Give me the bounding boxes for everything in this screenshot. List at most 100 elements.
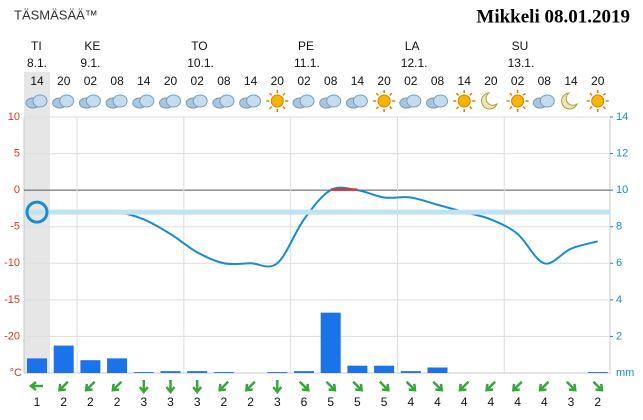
weather-icon: [453, 90, 476, 112]
cloud: [192, 94, 208, 108]
y-tick-label: -10: [4, 257, 20, 269]
wind-arrow: [538, 380, 550, 392]
arrow: [325, 380, 337, 392]
precip-bar: [133, 372, 154, 373]
wind-speed: 2: [87, 395, 94, 409]
day-date: 11.1.: [294, 56, 320, 70]
sun-ray: [375, 106, 379, 110]
wind-speed: 4: [407, 395, 414, 409]
y-tick-label: -5: [10, 221, 20, 233]
precip-bar: [347, 365, 368, 373]
sun-ray: [602, 106, 607, 110]
weather-icon: [105, 94, 128, 109]
precip-bar: [187, 371, 208, 373]
sun-ray: [389, 92, 393, 96]
weather-icon: [532, 94, 555, 109]
y-tick-label: -20: [4, 330, 20, 342]
hour-label: 20: [484, 74, 498, 88]
cloud: [219, 94, 235, 108]
precip-bar: [294, 371, 314, 373]
weather-icon: [25, 94, 48, 109]
precip-bar: [267, 372, 288, 373]
day-date: 13.1.: [508, 56, 535, 70]
arrow: [138, 380, 149, 395]
day-date: 8.1.: [27, 56, 47, 70]
weather-icon: [399, 94, 422, 109]
wind-arrow: [84, 380, 96, 392]
sun: [591, 94, 605, 108]
precip-bar: [107, 358, 128, 373]
wind-speed: 3: [274, 395, 281, 409]
weather-icon: [345, 94, 368, 109]
arrow: [272, 380, 283, 395]
sun: [377, 94, 391, 108]
cloud: [59, 94, 75, 108]
wind-arrow: [28, 381, 43, 391]
wind-speed: 3: [140, 395, 147, 409]
sun-ray: [375, 92, 379, 96]
brand: TÄSMÄSÄÄ™: [14, 7, 98, 22]
precip-bar: [53, 345, 74, 373]
hour-label: 08: [217, 74, 231, 88]
wind-arrow: [218, 380, 230, 392]
weather-icon: [132, 94, 155, 109]
cloud: [326, 94, 342, 108]
y-tick-label: 5: [14, 147, 20, 159]
y2-tick-label: 2: [616, 330, 622, 342]
wind-speed: 4: [541, 395, 548, 409]
day-name: KE: [84, 39, 100, 53]
wind-arrow: [565, 380, 577, 392]
wind-arrow: [58, 380, 69, 392]
y-tick-label: -15: [4, 294, 20, 306]
weather-icon: [52, 94, 75, 109]
wind-arrow: [165, 380, 176, 395]
y2-tick-label: 10: [616, 184, 628, 196]
wind-speed: 4: [514, 395, 521, 409]
current-marker: [25, 200, 49, 224]
wind-speed: 2: [221, 395, 228, 409]
y2-unit: mm: [616, 367, 634, 379]
hour-label: 08: [110, 74, 124, 88]
wind-speed: 6: [301, 395, 308, 409]
arrow: [485, 380, 497, 392]
hour-label: 02: [191, 74, 205, 88]
y2-tick-label: 4: [616, 294, 622, 306]
sun: [270, 94, 284, 108]
y2-tick-label: 6: [616, 257, 622, 269]
sun-ray: [282, 92, 286, 96]
hour-label: 20: [164, 74, 178, 88]
wind-arrow: [485, 380, 497, 392]
hour-label: 20: [377, 74, 391, 88]
y-unit: °C: [10, 367, 22, 379]
arrow: [378, 380, 390, 392]
precip-bar: [27, 358, 47, 373]
hour-label: 14: [564, 74, 578, 88]
y2-tick-label: 8: [616, 221, 622, 233]
wind-speed: 4: [488, 395, 495, 409]
hour-label: 14: [351, 74, 365, 88]
precip-bar: [320, 312, 341, 373]
wind-speed: 5: [354, 395, 361, 409]
y-tick-label: 0: [14, 184, 20, 196]
wind-speed: 2: [60, 395, 67, 409]
wind-arrow: [592, 380, 604, 392]
wind-speed: 3: [568, 395, 575, 409]
cloud: [166, 94, 181, 108]
wind-arrow: [325, 380, 337, 392]
sun-ray: [589, 106, 593, 110]
wind-arrow: [111, 380, 123, 392]
hour-label: 14: [244, 74, 258, 88]
weather-icon: [292, 94, 315, 109]
day-name: SU: [512, 39, 529, 53]
weather-icon: [212, 94, 235, 109]
arrow: [192, 380, 203, 395]
wind-arrow: [432, 380, 444, 392]
weather-icon: [319, 94, 342, 109]
arrow: [111, 380, 123, 392]
hour-label: 20: [57, 74, 71, 88]
hour-label: 08: [431, 74, 445, 88]
sun-ray: [455, 92, 460, 96]
wind-speed: 2: [247, 395, 254, 409]
hour-label: 14: [137, 74, 151, 88]
precip-bar: [80, 360, 101, 373]
